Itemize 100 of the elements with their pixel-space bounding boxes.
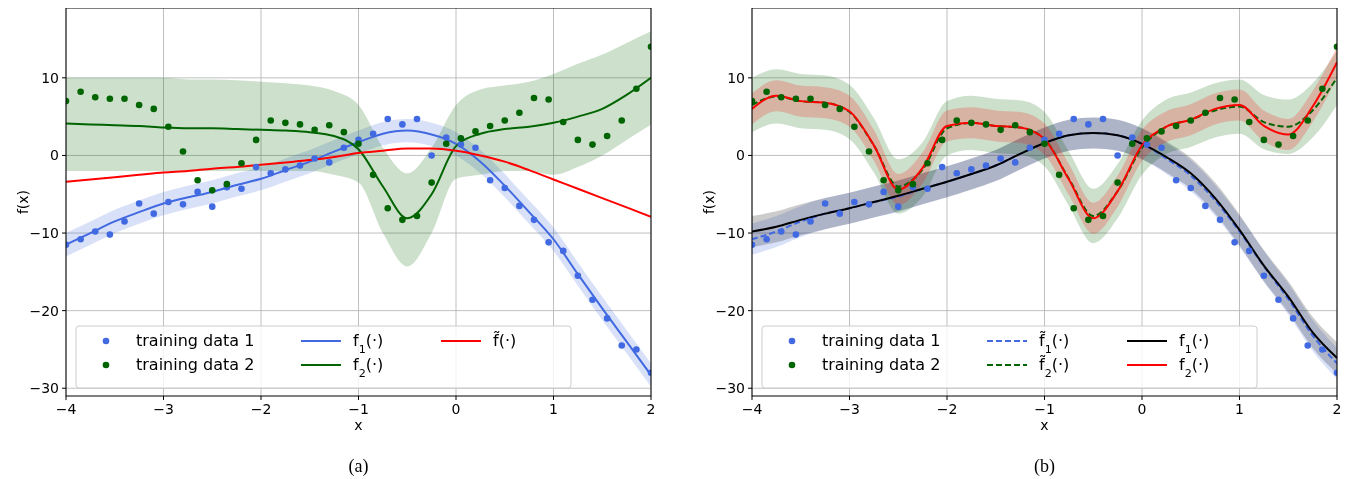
legend-label: training data 1 [822,331,941,350]
point [399,121,406,128]
legend-label: training data 2 [136,355,255,374]
point [179,201,187,208]
point [1202,202,1209,210]
point [1231,239,1238,246]
point [1055,171,1063,179]
point [574,272,582,280]
point [1070,204,1078,212]
point [1172,176,1180,184]
point [1231,96,1238,103]
legend-label: f$_{2}$(·) [353,355,384,380]
legend-label: f$_{1}$(·) [1179,331,1210,356]
point [851,123,858,131]
point [1319,346,1326,353]
point [267,117,275,124]
point [179,148,187,155]
point [442,140,450,148]
point [1260,136,1268,144]
point [1158,128,1165,135]
point [1245,247,1253,255]
point [208,203,216,210]
point [194,176,201,184]
point [106,95,114,103]
point [165,123,172,131]
point [1085,216,1092,224]
point [953,117,961,124]
legend-label: f̃(·) [493,331,517,350]
y-tick-label: 10 [727,69,745,86]
text: (a) [348,456,369,477]
y-tick-label: 10 [41,69,59,86]
point [457,135,465,142]
y-tick-label: −10 [715,225,745,242]
point [77,235,84,243]
y-tick-label: 0 [50,147,59,164]
point [399,216,406,224]
point [442,134,450,141]
x-tick-label: −2 [936,401,958,417]
point [472,128,479,135]
point [325,159,333,166]
point [428,152,435,159]
point [238,185,245,193]
point [938,163,946,171]
point [150,105,158,113]
x-tick-label: −1 [1034,401,1055,417]
point [252,163,260,171]
x-tick-label: −3 [839,401,860,417]
point [1187,117,1195,124]
point [413,212,421,220]
point [589,141,596,148]
point [633,346,640,353]
point [545,239,552,246]
point [938,136,946,144]
point [516,109,523,117]
point [997,126,1004,134]
point [413,115,421,123]
point [633,85,640,92]
point [603,132,611,140]
y-tick-label: −10 [29,225,59,242]
point [530,216,538,224]
point [836,210,844,217]
point [121,218,128,225]
line-series [66,147,651,218]
point [1099,212,1107,220]
point [384,115,392,123]
point [545,96,552,103]
legend-label: f̃$_{2}$(·) [1039,355,1070,380]
y-tick-label: −20 [715,302,745,319]
point [924,159,931,167]
point [777,93,785,101]
x-tick-label: 1 [549,401,558,417]
point [559,247,567,255]
y-axis-title: f(x) [701,189,717,215]
point [618,342,626,349]
point [894,187,902,194]
point [1216,94,1224,102]
point [150,210,158,217]
point [106,231,114,238]
point [135,101,143,109]
point [763,88,770,96]
point [1011,121,1019,129]
point [1245,118,1253,126]
point [894,203,902,210]
point [982,121,990,128]
point [1070,115,1078,123]
point [1128,140,1136,148]
point [1099,115,1107,123]
point [165,198,172,206]
point [369,171,377,179]
point [865,201,873,208]
legend-label: training data 2 [822,355,941,374]
point [1275,296,1282,304]
point [238,159,245,167]
y-tick-label: −30 [715,380,745,397]
point [1143,135,1151,142]
point [91,228,99,235]
point [252,136,260,144]
x-tick-label: 2 [1332,401,1342,417]
point [953,169,961,177]
point [763,235,770,243]
